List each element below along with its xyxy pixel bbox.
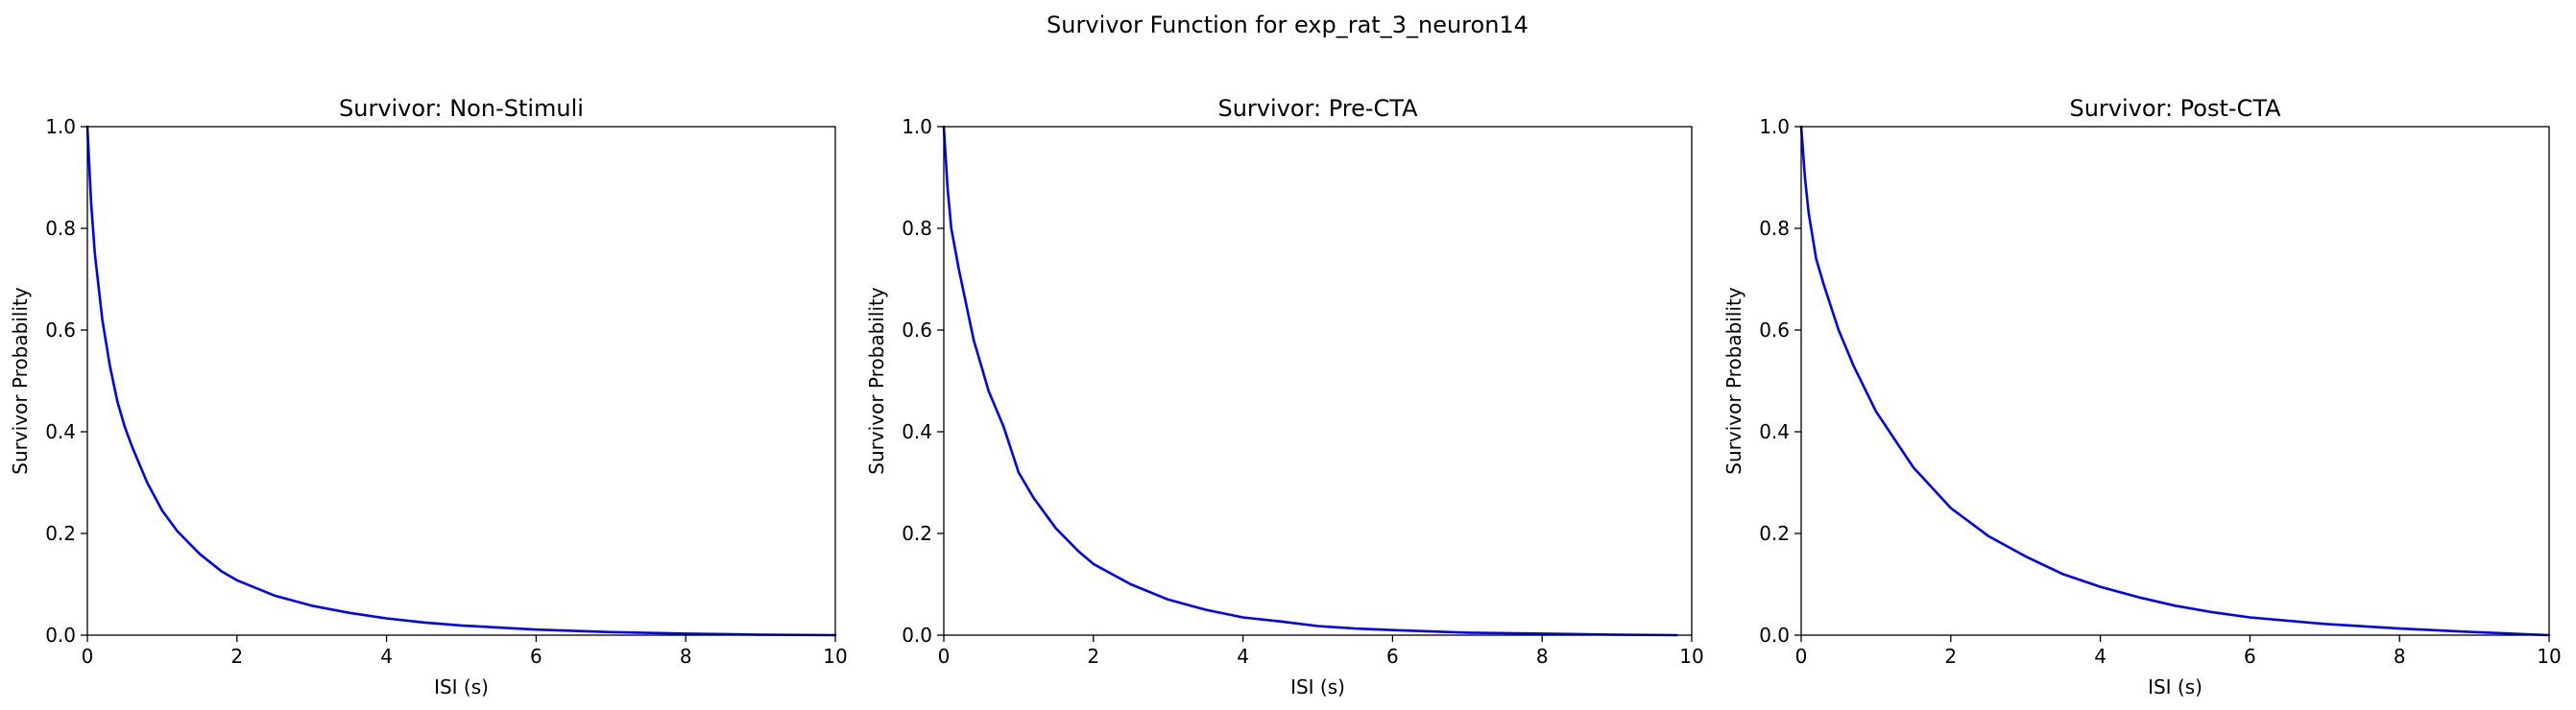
subplot-title: Survivor: Non-Stimuli	[339, 95, 584, 122]
y-tick-label: 0.6	[1759, 319, 1790, 342]
x-axis-label: ISI (s)	[1290, 675, 1345, 698]
x-tick-label: 8	[1536, 645, 1549, 668]
y-tick-label: 1.0	[902, 115, 932, 138]
y-tick-label: 0.8	[1759, 217, 1790, 240]
y-tick-label: 0.4	[45, 420, 76, 443]
x-tick-label: 0	[82, 645, 94, 668]
x-tick-label: 10	[1679, 645, 1703, 668]
x-tick-label: 4	[380, 645, 393, 668]
y-axis-label: Survivor Probability	[9, 287, 32, 475]
x-tick-label: 8	[680, 645, 692, 668]
y-tick-label: 0.2	[1759, 522, 1790, 545]
y-axis-label: Survivor Probability	[865, 287, 888, 475]
x-tick-label: 6	[530, 645, 542, 668]
x-tick-label: 10	[823, 645, 847, 668]
subplot-title: Survivor: Pre-CTA	[1217, 95, 1418, 122]
axes-frame	[1800, 126, 2550, 636]
survivor-curve	[942, 125, 1678, 637]
x-axis-label: ISI (s)	[434, 675, 489, 698]
x-tick-label: 4	[2094, 645, 2107, 668]
y-tick-label: 0.8	[45, 217, 76, 240]
x-tick-label: 6	[2244, 645, 2256, 668]
y-tick-label: 0.4	[902, 420, 932, 443]
subplot-3: 0 2 4 6 8 10 0.0 0.2 0.4 0.6 0.8 1.0 Survivor: Post-…	[1722, 95, 2562, 698]
x-tick-label: 6	[1386, 645, 1399, 668]
y-tick-label: 0.6	[45, 319, 76, 342]
axes-frame	[943, 126, 1693, 636]
subplot-title: Survivor: Post-CTA	[2069, 95, 2281, 122]
y-tick-label: 0.6	[902, 319, 932, 342]
x-tick-label: 8	[2394, 645, 2406, 668]
y-tick-label: 0.4	[1759, 420, 1790, 443]
x-tick-label: 0	[1795, 645, 1808, 668]
figure-suptitle: Survivor Function for exp_rat_3_neuron14	[1047, 12, 1529, 38]
subplot-2: 0 2 4 6 8 10 0.0 0.2 0.4 0.6 0.8 1.0 Survivor: Pre-C…	[865, 95, 1704, 698]
y-tick-label: 0.0	[45, 624, 76, 647]
y-tick-label: 0.8	[902, 217, 932, 240]
x-tick-label: 4	[1237, 645, 1249, 668]
y-axis-label: Survivor Probability	[1722, 287, 1745, 475]
survivor-curve	[85, 125, 837, 637]
survivor-curve	[1799, 125, 2551, 637]
y-tick-label: 0.2	[45, 522, 76, 545]
axes-frame	[86, 126, 836, 636]
y-tick-label: 1.0	[45, 115, 76, 138]
x-tick-label: 10	[2537, 645, 2561, 668]
x-axis-label: ISI (s)	[2148, 675, 2203, 698]
x-tick-label: 2	[1944, 645, 1957, 668]
y-tick-label: 0.0	[1759, 624, 1790, 647]
subplot-1: 0 2 4 6 8 10 0.0 0.2 0.4 0.6 0.8 1.0 Survivor: Non-S…	[9, 95, 848, 698]
y-tick-label: 0.0	[902, 624, 932, 647]
y-tick-label: 1.0	[1759, 115, 1790, 138]
x-tick-label: 2	[230, 645, 243, 668]
x-tick-label: 2	[1087, 645, 1099, 668]
x-tick-label: 0	[938, 645, 951, 668]
y-tick-label: 0.2	[902, 522, 932, 545]
